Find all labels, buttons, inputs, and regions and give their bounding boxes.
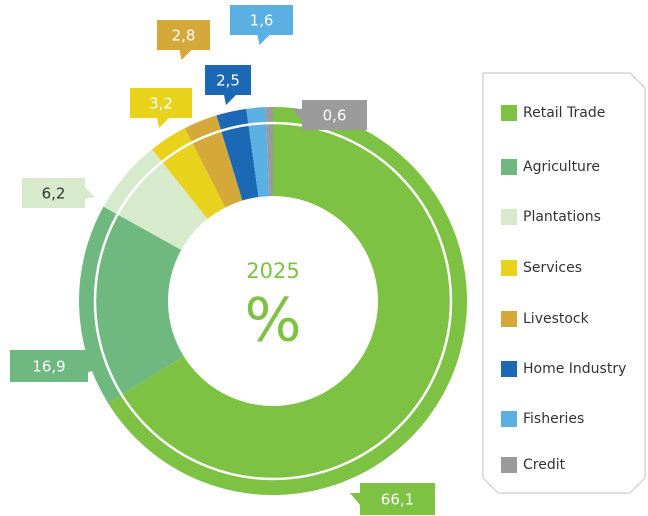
donut-segment — [78, 206, 184, 404]
center-unit: % — [244, 286, 301, 356]
data-label: 3,2 — [149, 95, 173, 113]
data-label: 6,2 — [42, 185, 66, 203]
center-title: 2025 — [246, 259, 299, 283]
donut-segment — [152, 128, 226, 219]
legend-swatch — [501, 311, 517, 327]
donut-segment — [108, 107, 467, 496]
legend-label: Services — [523, 260, 582, 276]
legend-swatch — [501, 209, 517, 225]
data-label: 2,5 — [216, 72, 240, 90]
callout — [350, 483, 435, 515]
legend-label: Fisheries — [523, 411, 584, 427]
data-label: 1,6 — [250, 12, 274, 30]
data-label: 66,1 — [381, 491, 414, 509]
legend-swatch — [501, 105, 517, 121]
legend-label: Retail Trade — [523, 105, 605, 121]
data-label: 2,8 — [172, 27, 196, 45]
legend-label: Credit — [523, 457, 566, 473]
donut-segment — [103, 149, 208, 250]
data-label: 16,9 — [32, 358, 65, 376]
donut-segment — [246, 107, 270, 198]
legend-label: Home Industry — [523, 361, 626, 377]
legend-swatch — [501, 411, 517, 427]
inner-ring — [93, 121, 453, 481]
legend-label: Plantations — [523, 209, 601, 225]
legend-swatch — [501, 260, 517, 276]
callout — [230, 5, 293, 45]
callout — [22, 178, 95, 208]
donut-segment — [216, 108, 259, 201]
legend-box — [482, 72, 646, 494]
callout — [130, 88, 192, 128]
callout — [205, 65, 251, 105]
legend-label: Agriculture — [523, 159, 600, 175]
donut-segment — [265, 107, 273, 197]
legend-swatch — [501, 361, 517, 377]
legend-swatch — [501, 457, 517, 473]
legend-swatch — [501, 159, 517, 175]
data-label: 0,6 — [323, 107, 347, 125]
callout — [292, 100, 367, 130]
callout — [10, 350, 98, 382]
legend-label: Livestock — [523, 311, 590, 327]
callout — [157, 20, 210, 60]
